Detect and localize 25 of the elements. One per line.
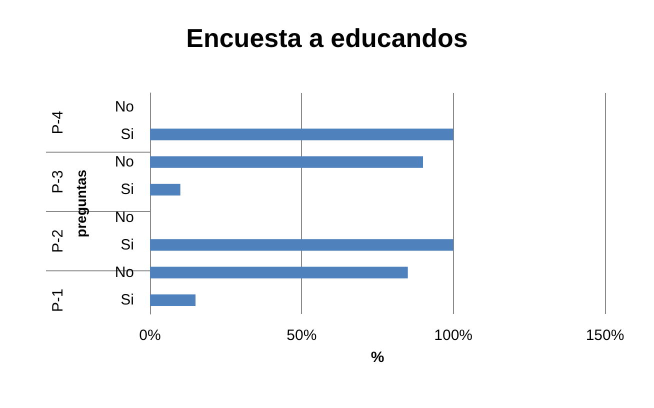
text: P-1 [50, 288, 66, 312]
bar [150, 156, 423, 168]
y-axis-title: preguntas [73, 169, 89, 238]
chart-title: Encuesta a educandos [186, 23, 468, 53]
y-tick-label: No [114, 98, 134, 116]
x-axis-title: % [370, 349, 384, 366]
bar [150, 294, 196, 306]
text: P-3 [50, 170, 66, 194]
bar [150, 239, 454, 251]
x-tick-label: 100% [434, 327, 473, 344]
x-tick-label: 150% [586, 327, 624, 344]
x-tick-label: 50% [286, 327, 317, 344]
y-tick-label: No [114, 208, 134, 226]
text: P-2 [50, 229, 66, 253]
bar [150, 128, 454, 140]
y-tick-label: Si [120, 292, 134, 309]
bar [150, 266, 408, 278]
bar [150, 184, 180, 196]
text: P-4 [50, 110, 66, 134]
y-tick-label: No [114, 154, 134, 171]
x-tick-label: 0% [139, 327, 161, 344]
y-tick-label: Si [120, 236, 134, 254]
y-tick-label: Si [120, 181, 134, 198]
y-tick-label: No [114, 264, 134, 282]
y-tick-label: Si [120, 126, 134, 143]
